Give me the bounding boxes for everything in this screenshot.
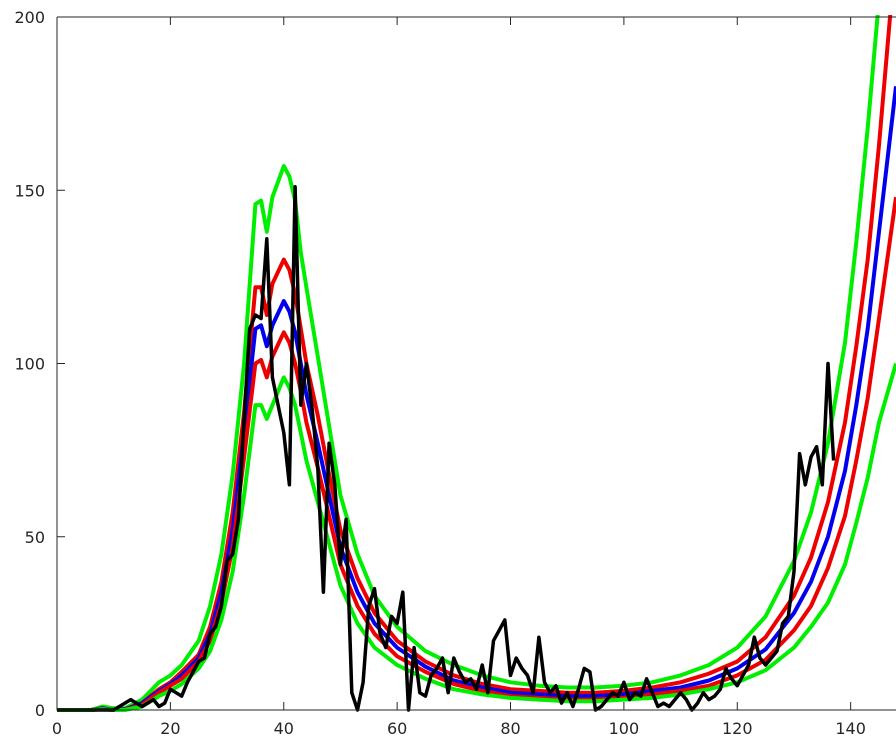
x-tick-label: 80 (500, 719, 520, 738)
series-line-upper-band (57, 15, 880, 712)
x-tick-label: 60 (387, 719, 407, 738)
series-line-observed (57, 185, 836, 712)
series-line-central-estimate (57, 86, 896, 712)
y-tick-label: 150 (14, 181, 45, 200)
series-layer (57, 15, 896, 712)
x-tick-label: 100 (609, 719, 640, 738)
x-tick-label: 0 (52, 719, 62, 738)
x-tick-label: 20 (160, 719, 180, 738)
y-tick-label: 100 (14, 355, 45, 374)
x-tick-label: 140 (835, 719, 866, 738)
axes-layer: 0 20 40 60 80 100 120 140 0 50 100 150 200 (14, 8, 896, 738)
series-line-lower-band (57, 362, 896, 712)
y-tick-label: 200 (14, 8, 45, 27)
y-tick-label: 0 (35, 701, 45, 720)
x-tick-label: 40 (274, 719, 294, 738)
x-tick-label: 120 (722, 719, 753, 738)
series-line-lower-inner-band (57, 196, 896, 712)
y-tick-label: 50 (25, 528, 45, 547)
